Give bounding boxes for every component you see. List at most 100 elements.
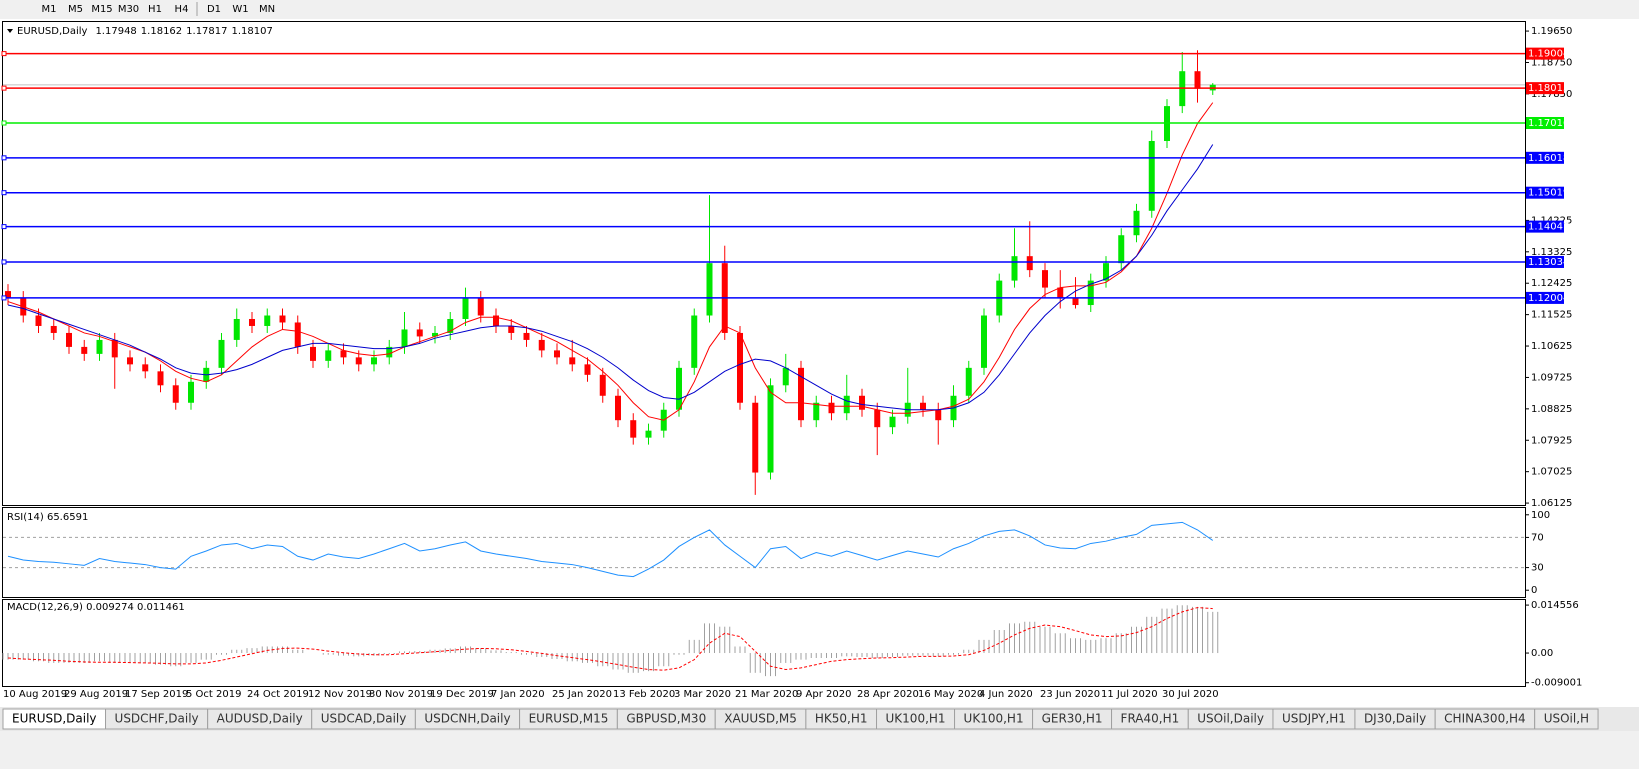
candle-body: [218, 339, 225, 368]
candle-body: [66, 332, 72, 347]
x-tick-label: 29 Aug 2019: [64, 689, 128, 700]
timeframe-label[interactable]: M15: [91, 4, 112, 15]
timeframe-label[interactable]: MN: [259, 4, 275, 15]
candle-body: [5, 291, 11, 299]
tab-label[interactable]: USOil,Daily: [1197, 712, 1264, 726]
level-label: 1.19004: [1528, 49, 1569, 60]
level-label: 1.18015: [1528, 83, 1569, 94]
timeframe-label[interactable]: H4: [175, 4, 189, 15]
timeframe-label[interactable]: H1: [148, 4, 162, 15]
low: 1.17817: [186, 26, 227, 37]
tab-label[interactable]: UK100,H1: [964, 712, 1024, 726]
candle-body: [615, 395, 621, 421]
timeframe-button[interactable]: [142, 1, 168, 17]
candle-body: [767, 385, 774, 473]
timeframe-label[interactable]: M1: [42, 4, 57, 15]
candle-body: [462, 298, 469, 319]
tab-label[interactable]: USDJPY,H1: [1282, 712, 1346, 726]
candle-body: [172, 385, 179, 403]
level-handle[interactable]: [1, 190, 7, 196]
tab-label[interactable]: GBPUSD,M30: [626, 712, 706, 726]
tab-label[interactable]: CHINA300,H4: [1444, 712, 1526, 726]
timeframe-label[interactable]: M5: [68, 4, 83, 15]
x-tick-label: 21 Mar 2020: [735, 689, 798, 700]
level-handle[interactable]: [1, 51, 7, 57]
candle-body: [447, 318, 454, 333]
rsi-title: RSI(14) 65.6591: [7, 512, 88, 523]
macd-signal: [7, 607, 1213, 671]
tab-label[interactable]: EURUSD,M15: [529, 712, 609, 726]
tab-label[interactable]: XAUUSD,M5: [724, 712, 797, 726]
level-handle[interactable]: [1, 259, 7, 265]
tab-label[interactable]: FRA40,H1: [1121, 712, 1180, 726]
tab-label[interactable]: HK50,H1: [815, 712, 868, 726]
candle-body: [279, 315, 286, 323]
timeframe-button[interactable]: [36, 1, 62, 17]
tab-label[interactable]: USDCNH,Daily: [424, 712, 510, 726]
timeframe-label[interactable]: M30: [118, 4, 139, 15]
candle-body: [691, 315, 698, 368]
chart-window: [0, 19, 1639, 707]
tab-label[interactable]: USDCAD,Daily: [321, 712, 407, 726]
x-tick-label: 13 Feb 2020: [613, 689, 675, 700]
x-tick-label: 9 Apr 2020: [796, 689, 851, 700]
y-tick-label: 1.18750: [1531, 57, 1572, 68]
level-handle[interactable]: [1, 155, 7, 161]
level-handle[interactable]: [1, 85, 7, 91]
y-tick-label: 1.10625: [1531, 341, 1572, 352]
candle-body: [798, 367, 804, 421]
level-handle[interactable]: [1, 120, 7, 126]
candle-body: [1194, 71, 1201, 89]
y-tick-label: 0.00: [1531, 648, 1553, 659]
candle-body: [874, 409, 881, 428]
tab-label[interactable]: GER30,H1: [1042, 712, 1103, 726]
candle-body: [584, 364, 591, 375]
tab-label[interactable]: EURUSD,Daily: [12, 712, 97, 726]
menu-arrow[interactable]: [7, 29, 13, 33]
toolbar: [0, 0, 1639, 19]
timeframe-button[interactable]: [227, 1, 254, 17]
candle-body: [188, 381, 194, 403]
candle-body: [920, 402, 926, 410]
y-tick-label: 1.06125: [1531, 498, 1572, 509]
level-label: 1.17016: [1528, 118, 1569, 129]
candle-body: [157, 371, 164, 386]
candle-body: [599, 374, 606, 396]
tab-label[interactable]: USOil,H: [1544, 712, 1589, 726]
x-tick-label: 24 Oct 2019: [247, 689, 309, 700]
timeframe-button[interactable]: [62, 1, 89, 17]
timeframe-button[interactable]: [168, 1, 195, 17]
tab[interactable]: [1534, 708, 1599, 730]
level-handle[interactable]: [1, 295, 7, 301]
y-tick-label: -0.009001: [1531, 678, 1582, 689]
tab-label[interactable]: USDCHF,Daily: [115, 712, 199, 726]
candle-body: [249, 318, 255, 326]
candle-body: [310, 346, 316, 361]
timeframe-label[interactable]: W1: [232, 4, 248, 15]
moving-average: [7, 144, 1214, 411]
candle-body: [1026, 256, 1033, 271]
tab-label[interactable]: DJ30,Daily: [1364, 712, 1426, 726]
candle-body: [127, 357, 133, 365]
level-handle[interactable]: [1, 224, 7, 230]
timeframe-button[interactable]: [201, 1, 227, 17]
timeframe-label[interactable]: D1: [207, 4, 221, 15]
candle-body: [111, 339, 118, 358]
timeframe-button[interactable]: [89, 1, 115, 17]
level-label: 1.14047: [1528, 222, 1569, 233]
x-tick-label: 5 Oct 2019: [186, 689, 241, 700]
tab-label[interactable]: UK100,H1: [886, 712, 946, 726]
tab-label[interactable]: AUDUSD,Daily: [217, 712, 303, 726]
y-tick-label: 1.08825: [1531, 404, 1572, 415]
timeframe-button[interactable]: [254, 1, 280, 17]
chart-header: EURUSD,Daily 1.17948 1.18162 1.17817 1.18107: [17, 26, 273, 37]
candle-body: [737, 332, 743, 403]
candle-body: [569, 357, 576, 365]
y-tick-label: 70: [1531, 532, 1544, 543]
candle-body: [782, 367, 789, 386]
candle-body: [645, 430, 652, 438]
timeframe-button[interactable]: [115, 1, 142, 17]
candle-body: [1133, 210, 1140, 236]
macd-title: MACD(12,26,9) 0.009274 0.011461: [7, 602, 185, 613]
candle-body: [828, 402, 835, 414]
